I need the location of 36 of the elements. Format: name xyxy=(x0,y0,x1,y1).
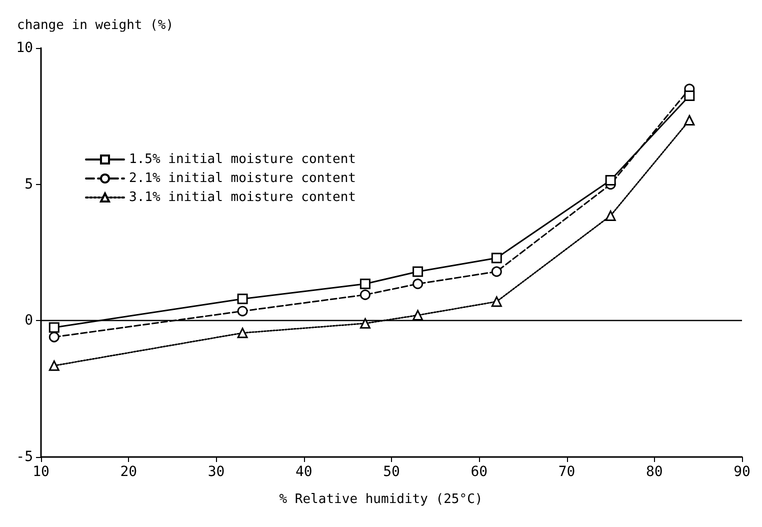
x-tick-label: 80 xyxy=(646,464,663,480)
x-tick-label: 40 xyxy=(295,464,312,480)
point xyxy=(684,115,695,126)
point xyxy=(491,296,502,307)
y-tick-label: 0 xyxy=(24,312,33,329)
point xyxy=(605,210,616,221)
x-tick-label: 60 xyxy=(470,464,488,480)
x-tick-label: 20 xyxy=(120,464,138,480)
point xyxy=(412,266,424,277)
legend-label: 1.5% initial moisture content xyxy=(129,152,356,167)
y-axis-title: change in weight (%) xyxy=(17,18,174,33)
y-tick-label: 10 xyxy=(16,40,33,56)
point xyxy=(684,90,695,101)
x-tick-label: 30 xyxy=(208,464,225,480)
point xyxy=(48,332,60,342)
point xyxy=(237,328,248,338)
x-axis-title: % Relative humidity (25°C) xyxy=(279,492,483,507)
point xyxy=(237,306,248,316)
point xyxy=(412,310,424,320)
y-tick-label: -5 xyxy=(16,449,33,465)
legend-label: 2.1% initial moisture content xyxy=(129,171,356,186)
point xyxy=(605,174,616,186)
point xyxy=(237,294,248,304)
point xyxy=(48,360,60,371)
x-tick-label: 50 xyxy=(383,464,400,480)
y-tick-label: 5 xyxy=(24,176,33,192)
x-tick-label: 90 xyxy=(734,464,750,480)
point xyxy=(491,252,502,264)
point xyxy=(412,278,424,290)
point xyxy=(48,322,60,333)
point xyxy=(360,290,370,300)
point xyxy=(360,278,370,290)
legend-label: 3.1% initial moisture content xyxy=(129,190,356,205)
x-tick-label: 70 xyxy=(558,464,576,480)
point xyxy=(491,266,502,277)
point xyxy=(360,318,370,329)
